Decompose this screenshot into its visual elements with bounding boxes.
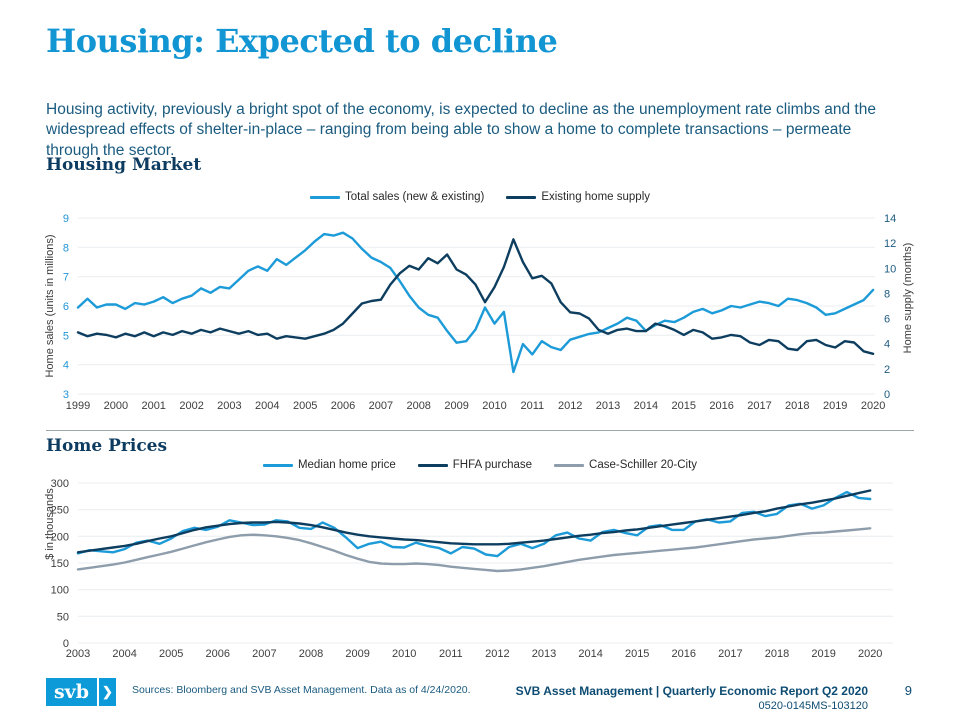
legend-swatch — [554, 463, 585, 467]
home-prices-chart: 0 50 100 150 200 250 300 2003 2004 2005 2006 2007 20… — [51, 478, 893, 660]
section-title-home-prices: Home Prices — [46, 436, 168, 456]
x-axis-tick: 2007 — [252, 648, 276, 660]
x-axis-tick: 2018 — [765, 648, 789, 660]
y-axis-tick: 3 — [63, 389, 69, 401]
y-axis-tick: 50 — [57, 611, 69, 623]
y-axis-tick: 9 — [63, 213, 69, 225]
x-axis-tick: 2017 — [747, 400, 771, 412]
series-line-case-schiller — [76, 527, 872, 573]
x-axis-tick: 2020 — [858, 648, 882, 660]
sources-text: Sources: Bloomberg and SVB Asset Managem… — [132, 684, 471, 696]
legend-label: Case-Schiller 20-City — [589, 459, 698, 471]
legend-swatch — [262, 463, 293, 467]
x-axis-tick: 2010 — [392, 648, 416, 660]
y2-axis-tick: 2 — [884, 364, 890, 376]
legend-label: Existing home supply — [541, 191, 650, 203]
legend-label: Total sales (new & existing) — [344, 191, 485, 203]
x-axis-tick: 2002 — [179, 400, 203, 412]
legend-item-median-home-price: Median home price — [262, 459, 396, 471]
y-axis-tick: 8 — [63, 242, 69, 254]
x-axis-tick: 2015 — [672, 400, 696, 412]
y-axis-tick: 6 — [63, 301, 69, 313]
y2-axis-tick: 6 — [884, 314, 890, 326]
y-axis-tick: 5 — [63, 330, 69, 342]
x-axis-tick: 2020 — [861, 400, 885, 412]
y-axis-tick: 4 — [63, 360, 69, 372]
legend-item-total-sales: Total sales (new & existing) — [309, 191, 485, 203]
legend-label: Median home price — [297, 459, 396, 471]
chevron-right-icon: ❯ — [99, 678, 116, 706]
doc-number: 0520-0145MS-103120 — [758, 700, 868, 712]
x-axis-tick: 2009 — [444, 400, 468, 412]
x-axis-tick: 2010 — [482, 400, 506, 412]
y2-axis-tick: 14 — [884, 213, 896, 225]
x-axis-tick: 2005 — [293, 400, 317, 412]
svb-wordmark: svb — [46, 678, 97, 706]
series-line-home-supply — [76, 238, 875, 356]
series-line-total-sales — [76, 231, 875, 374]
legend-item-home-supply: Existing home supply — [506, 191, 650, 203]
x-axis-tick: 2011 — [439, 648, 463, 660]
x-axis-tick: 1999 — [66, 400, 90, 412]
y-axis-tick: 300 — [51, 478, 69, 490]
y-axis-tick: 200 — [51, 531, 69, 543]
page-title: Housing: Expected to decline — [46, 22, 558, 60]
x-axis-tick: 2003 — [66, 648, 90, 660]
x-axis-tick: 2004 — [255, 400, 279, 412]
x-axis-tick: 2008 — [299, 648, 323, 660]
intro-text: Housing activity, previously a bright sp… — [46, 100, 876, 159]
section-divider — [46, 430, 914, 431]
x-axis-tick: 2017 — [718, 648, 742, 660]
x-axis-tick: 2004 — [112, 648, 136, 660]
report-title: SVB Asset Management | Quarterly Economi… — [515, 684, 868, 698]
housing-market-chart: 3 4 5 6 7 8 9 0 2 4 6 8 10 12 14 1999 2000 2001 2002 2003 20… — [63, 213, 896, 412]
y2-axis-tick: 8 — [884, 288, 890, 300]
legend-swatch — [417, 463, 448, 467]
y2-axis-tick: 10 — [884, 263, 896, 275]
x-axis-tick: 2005 — [159, 648, 183, 660]
legend-item-fhfa-purchase: FHFA purchase — [417, 459, 533, 471]
y-axis-tick: 250 — [51, 505, 69, 517]
x-axis-tick: 2019 — [811, 648, 835, 660]
x-axis-tick: 2006 — [331, 400, 355, 412]
x-axis-tick: 2003 — [217, 400, 241, 412]
x-axis-tick: 2016 — [709, 400, 733, 412]
x-axis-tick: 2019 — [823, 400, 847, 412]
svb-logo: svb ❯ — [46, 678, 116, 706]
series-line-fhfa-purchase — [76, 489, 872, 554]
y-axis-tick: 7 — [63, 272, 69, 284]
y2-axis-tick: 12 — [884, 238, 896, 250]
x-axis-tick: 2013 — [596, 400, 620, 412]
y-axis-tick: 150 — [51, 558, 69, 570]
x-axis-tick: 2018 — [785, 400, 809, 412]
x-axis-tick: 2011 — [520, 400, 544, 412]
legend-item-case-schiller: Case-Schiller 20-City — [554, 459, 697, 471]
x-axis-tick: 2008 — [406, 400, 430, 412]
section-title-housing-market: Housing Market — [46, 155, 202, 175]
x-axis-tick: 2012 — [485, 648, 509, 660]
y-axis-tick: 0 — [63, 638, 69, 650]
legend-swatch — [506, 195, 537, 199]
y2-axis-tick: 4 — [884, 339, 890, 351]
legend-swatch — [309, 195, 340, 199]
x-axis-tick: 2000 — [104, 400, 128, 412]
x-axis-tick: 2012 — [558, 400, 582, 412]
x-axis-tick: 2013 — [532, 648, 556, 660]
legend-label: FHFA purchase — [452, 459, 533, 471]
x-axis-tick: 2014 — [578, 648, 602, 660]
x-axis-tick: 2015 — [625, 648, 649, 660]
x-axis-tick: 2006 — [206, 648, 230, 660]
series-line-median-home-price — [76, 490, 872, 558]
y-axis-tick: 100 — [51, 585, 69, 597]
x-axis-tick: 2014 — [634, 400, 658, 412]
housing-market-legend: Total sales (new & existing) Existing hom… — [0, 191, 960, 203]
x-axis-tick: 2007 — [369, 400, 393, 412]
x-axis-tick: 2009 — [345, 648, 369, 660]
x-axis-tick: 2016 — [672, 648, 696, 660]
page-number: 9 — [904, 683, 912, 698]
x-axis-tick: 2001 — [141, 400, 165, 412]
home-prices-legend: Median home price FHFA purchase Case-Schil… — [0, 459, 960, 471]
y2-axis-tick: 0 — [884, 389, 890, 401]
